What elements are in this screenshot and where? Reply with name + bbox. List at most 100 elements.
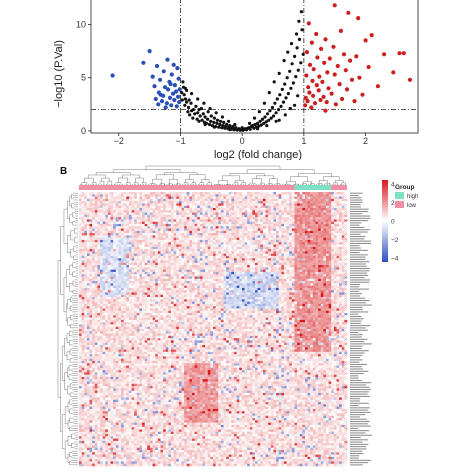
data-point-ns	[278, 93, 282, 97]
data-point-up	[340, 96, 345, 102]
data-point-ns	[286, 50, 290, 54]
data-point-ns	[265, 112, 270, 116]
data-point-down	[171, 91, 176, 96]
x-tick-label: −2	[114, 136, 124, 146]
data-point-ns	[185, 88, 189, 92]
data-point-up	[375, 84, 380, 89]
data-point-ns	[189, 101, 193, 105]
data-point-up	[344, 87, 350, 92]
data-point-ns	[299, 61, 303, 65]
data-point-up	[322, 60, 327, 65]
data-point-down	[169, 103, 174, 108]
data-point-up	[332, 3, 337, 8]
data-point-ns	[262, 101, 266, 105]
data-point-ns	[300, 28, 304, 32]
data-point-up	[369, 33, 374, 38]
data-point-ns	[269, 116, 273, 120]
data-point-ns	[220, 115, 224, 119]
data-point-ns	[228, 124, 232, 128]
data-point-down	[150, 74, 155, 79]
data-point-ns	[202, 101, 206, 105]
data-point-ns	[188, 113, 192, 117]
heatmap-panel: B 4 2 0 −2 −4 Group high low	[57, 165, 418, 467]
data-point-ns	[294, 32, 299, 36]
data-point-up	[363, 38, 368, 43]
data-point-ns	[267, 118, 271, 122]
data-point-down	[110, 73, 115, 78]
data-point-ns	[289, 86, 293, 90]
data-point-up	[320, 79, 325, 84]
data-point-ns	[228, 128, 232, 132]
data-point-ns	[225, 122, 229, 127]
data-point-down	[172, 83, 177, 88]
row-dendrogram	[57, 192, 78, 466]
data-point-up	[303, 103, 308, 108]
data-point-ns	[288, 69, 292, 73]
data-point-ns	[272, 80, 276, 84]
data-point-ns	[196, 111, 200, 115]
color-scale-gradient	[382, 180, 388, 262]
data-point-up	[324, 100, 329, 105]
data-point-ns	[180, 98, 184, 102]
x-tick-label: −1	[175, 136, 185, 146]
data-point-ns	[207, 122, 212, 127]
data-point-ns	[199, 106, 203, 111]
data-point-ns	[265, 124, 269, 128]
data-point-ns	[279, 104, 283, 108]
data-point-up	[338, 28, 343, 33]
data-point-ns	[268, 109, 272, 113]
data-point-down	[162, 85, 168, 90]
data-point-up	[309, 40, 314, 45]
data-point-ns	[283, 82, 287, 86]
data-point-ns	[183, 103, 187, 107]
data-point-ns	[198, 114, 202, 118]
data-point-ns	[253, 122, 257, 127]
data-point-up	[312, 101, 318, 106]
data-point-up	[307, 62, 313, 67]
data-point-up	[318, 97, 323, 103]
data-point-up	[319, 46, 324, 52]
data-point-up	[382, 52, 387, 57]
data-point-ns	[264, 120, 268, 124]
data-point-down	[164, 101, 169, 106]
data-point-ns	[201, 112, 205, 116]
data-point-down	[167, 95, 173, 100]
heatmap-matrix	[79, 192, 348, 467]
data-point-ns	[208, 106, 212, 111]
data-point-ns	[277, 118, 281, 122]
data-point-ns	[260, 117, 265, 121]
data-point-up	[331, 44, 336, 49]
column-group-bar	[79, 185, 347, 190]
y-axis-label: −log10 (P.Val)	[53, 40, 65, 108]
data-point-ns	[231, 125, 235, 129]
data-point-down	[174, 104, 179, 109]
data-point-ns	[252, 116, 257, 120]
data-point-down	[158, 92, 163, 97]
data-point-up	[323, 108, 328, 113]
data-point-down	[165, 57, 170, 62]
data-point-up	[314, 31, 319, 37]
data-point-ns	[256, 127, 260, 131]
data-point-up	[360, 92, 365, 97]
data-point-up	[341, 52, 347, 57]
data-point-up	[309, 105, 314, 110]
data-point-up	[323, 37, 328, 42]
data-point-down	[172, 97, 177, 103]
data-point-up	[321, 94, 326, 99]
data-point-ns	[181, 80, 185, 84]
data-point-ns	[256, 121, 260, 125]
data-point-ns	[290, 62, 294, 66]
data-point-ns	[296, 68, 300, 72]
data-point-up	[304, 50, 309, 55]
group-bar-low-tail	[331, 185, 347, 190]
data-point-up	[397, 51, 402, 56]
data-point-ns	[197, 108, 201, 112]
data-point-ns	[195, 117, 199, 121]
data-point-down	[153, 96, 158, 102]
data-point-ns	[194, 104, 198, 108]
y-tick-label: 5	[81, 73, 86, 83]
data-point-ns	[215, 118, 220, 122]
x-axis-label: log2 (fold change)	[214, 149, 302, 160]
data-point-up	[354, 54, 359, 59]
data-point-ns	[289, 42, 294, 46]
